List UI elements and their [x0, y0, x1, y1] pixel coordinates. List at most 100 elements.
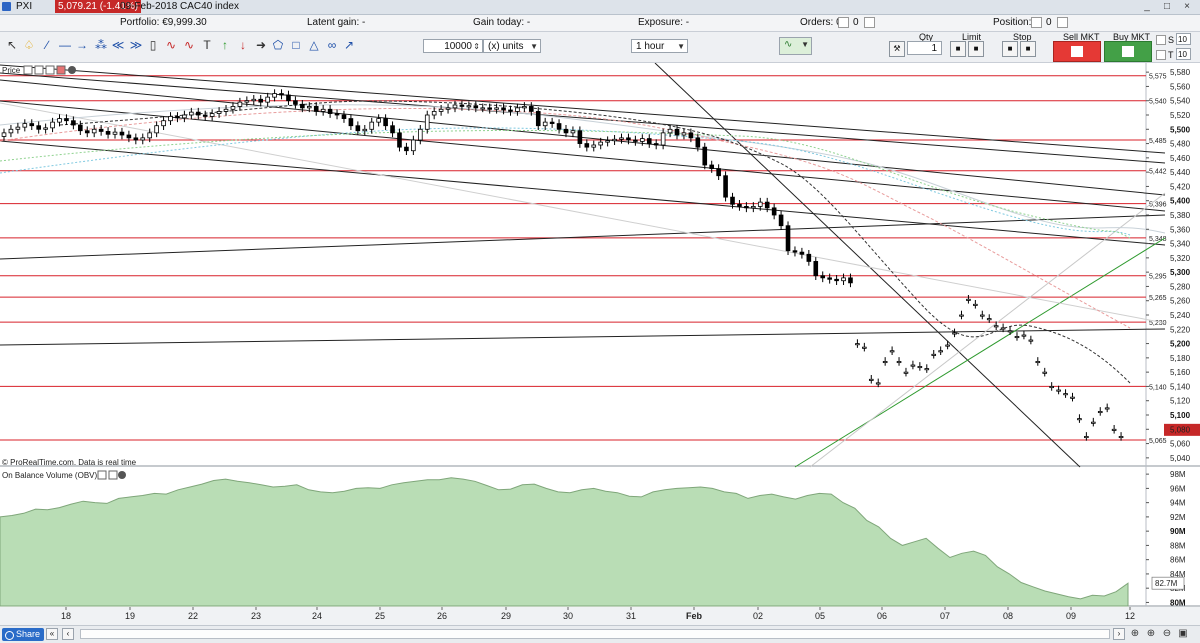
candle-up — [154, 125, 159, 134]
candle-up — [542, 121, 548, 127]
minimize-button[interactable]: _ — [1144, 1, 1150, 12]
order-qty-input[interactable]: 1 — [907, 41, 942, 55]
fullscreen-icon[interactable]: ▣ — [1178, 628, 1188, 639]
candle-up — [431, 111, 437, 116]
candle-up — [1014, 336, 1020, 339]
text-tool-icon[interactable]: T — [203, 38, 211, 52]
minimize-pane-icon[interactable] — [97, 470, 107, 480]
zoom-reset-icon[interactable]: ⊕ — [1130, 628, 1140, 639]
arrow-marker-icon[interactable]: ➜ — [255, 38, 267, 52]
level-label: 5,140 — [1149, 384, 1167, 391]
position-toggle[interactable] — [1031, 17, 1042, 28]
sell-market-button[interactable] — [1053, 41, 1101, 62]
fibonacci-icon[interactable]: ⁂ — [95, 38, 107, 52]
candle-up — [320, 108, 326, 112]
t-input[interactable]: 10 — [1176, 48, 1191, 60]
horizontal-scrollbar[interactable] — [80, 629, 1110, 639]
orders-toggle-secondary[interactable] — [864, 17, 875, 28]
scroll-left-button[interactable]: ‹ — [62, 628, 74, 640]
chart-type-button[interactable]: ∿ ▼ — [779, 37, 812, 55]
level-label: 5,348 — [1149, 236, 1167, 243]
buy-market-button[interactable] — [1104, 41, 1152, 62]
candle-down — [84, 130, 90, 134]
quantity-input[interactable]: 10000 ⇕ — [423, 39, 483, 53]
zigzag-icon[interactable]: ∿ — [183, 38, 195, 52]
wrench-icon[interactable]: ⚒ — [889, 41, 905, 57]
candle-up — [973, 303, 978, 306]
fan-tool-icon[interactable]: ≫ — [129, 38, 143, 52]
zoom-out-icon[interactable]: ⊖ — [1162, 628, 1172, 639]
price-tick-label: 5,580 — [1170, 68, 1191, 77]
obv-pane — [0, 477, 1129, 607]
candle-up — [862, 346, 867, 349]
candle-up — [591, 144, 597, 148]
orders-toggle[interactable] — [838, 17, 849, 28]
close-pane-icon[interactable] — [118, 471, 126, 479]
chart-svg[interactable]: 5,575 5,540 5,485 5,442 5,396 5,348 5,295 5,265… — [0, 63, 1200, 625]
polygon-tool-icon[interactable]: ⬠ — [272, 38, 284, 52]
close-button[interactable]: × — [1184, 1, 1190, 12]
pointer-icon[interactable]: ↖ — [6, 38, 18, 52]
buy-arrow-icon[interactable]: ↑ — [222, 38, 228, 52]
horizontal-line-icon[interactable]: — — [59, 38, 71, 52]
candle-up — [855, 343, 860, 346]
quantity-value: 10000 — [444, 41, 472, 52]
price-tick-label: 5,180 — [1170, 354, 1191, 363]
trash-icon[interactable]: ▯ — [149, 38, 157, 52]
add-indicator-icon[interactable] — [56, 65, 66, 75]
price-tick-label: 5,220 — [1170, 325, 1191, 334]
limit-sell-button[interactable]: ■ — [950, 41, 966, 57]
stop-buy-button[interactable]: ■ — [1020, 41, 1036, 57]
minimize-pane-icon[interactable] — [34, 65, 44, 75]
zoom-in-icon[interactable]: ⊕ — [1146, 628, 1156, 639]
s-input[interactable]: 10 — [1176, 33, 1191, 45]
candle-down — [563, 128, 569, 134]
measure-tool-icon[interactable]: ∞ — [327, 38, 337, 52]
expand-tool-icon[interactable]: ↗ — [343, 38, 355, 52]
rectangle-tool-icon[interactable]: □ — [292, 38, 300, 52]
maximize-button[interactable]: □ — [1163, 1, 1171, 12]
portfolio-value: Portfolio: €9,999.30 — [120, 17, 207, 28]
candle-down — [577, 130, 583, 144]
timeframe-select[interactable]: 1 hour ▼ — [631, 39, 688, 53]
gain-today: Gain today: - — [473, 17, 531, 28]
stop-sell-button[interactable]: ■ — [1002, 41, 1018, 57]
latent-gain: Latent gain: - — [307, 17, 366, 28]
time-axis: 18 19 22 23 24 25 26 29 30 31 Feb 02 05 06 07 08 09 12 — [0, 607, 1200, 625]
candle-down — [653, 143, 659, 146]
t-checkbox[interactable] — [1156, 50, 1166, 60]
pattern-icon[interactable]: ∿ — [165, 38, 177, 52]
candle-up — [910, 364, 916, 367]
candle-down — [397, 132, 402, 148]
level-label: 5,295 — [1149, 274, 1167, 281]
candle-up — [757, 201, 763, 207]
candle-up — [140, 137, 146, 141]
candle-up — [1000, 327, 1006, 330]
wrench-icon[interactable] — [23, 65, 33, 75]
s-checkbox[interactable] — [1156, 35, 1166, 45]
quantity-stepper-icon[interactable]: ⇕ — [473, 42, 480, 51]
candle-up — [1063, 393, 1068, 396]
maximize-pane-icon[interactable] — [108, 470, 118, 480]
sell-arrow-icon[interactable]: ↓ — [240, 38, 246, 52]
chart-area[interactable]: 5,575 5,540 5,485 5,442 5,396 5,348 5,295 5,265… — [0, 63, 1200, 625]
units-select[interactable]: (x) units ▼ — [483, 39, 541, 53]
close-pane-icon[interactable] — [68, 66, 76, 74]
candle-down — [702, 146, 708, 166]
limit-buy-button[interactable]: ■ — [968, 41, 984, 57]
chevron-down-icon: ▼ — [677, 42, 685, 51]
candle-up — [265, 96, 270, 103]
timeframe-value: 1 hour — [636, 41, 665, 52]
scroll-right-button[interactable]: › — [1113, 628, 1125, 640]
scroll-start-button[interactable]: « — [46, 628, 58, 640]
maximize-pane-icon[interactable] — [45, 65, 55, 75]
position-toggle-secondary[interactable] — [1057, 17, 1068, 28]
bell-alert-icon[interactable]: ♤ — [23, 38, 35, 52]
candle-down — [834, 278, 839, 282]
triangle-tool-icon[interactable]: △ — [309, 38, 319, 52]
line-tool-icon[interactable]: ∕ — [45, 38, 48, 52]
share-button[interactable]: Share — [2, 628, 45, 641]
trendline-7 — [0, 328, 1166, 346]
ray-tool-icon[interactable]: → — [76, 38, 88, 52]
channel-tool-icon[interactable]: ≪ — [111, 38, 125, 52]
